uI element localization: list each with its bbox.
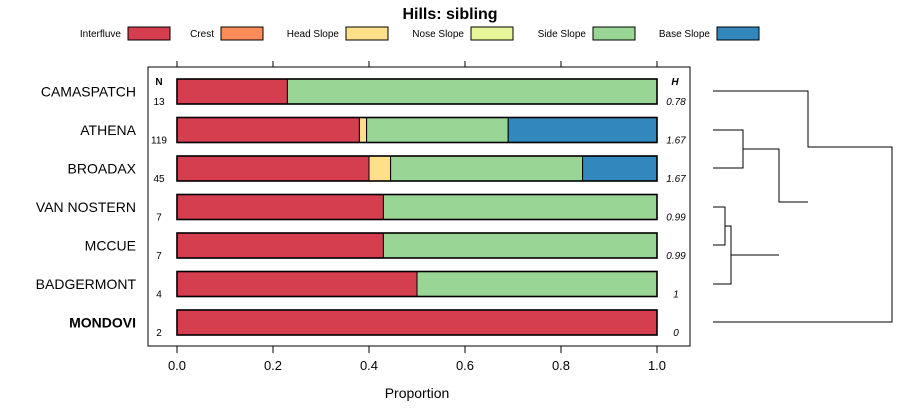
bar-outline [176, 232, 658, 259]
legend-swatch-side-slope [592, 26, 636, 41]
bar-outline [176, 116, 658, 144]
category-label: MONDOVI [69, 315, 136, 331]
x-tick-label: 0.6 [456, 358, 474, 373]
x-tick-label: 1.0 [648, 358, 666, 373]
x-axis-label: Proportion [385, 385, 450, 401]
bar-segment-side-slope [416, 271, 658, 297]
row-mccue: MCCUE 7 0.99 [85, 232, 686, 262]
h-column-header: H [671, 77, 679, 88]
h-value: 0 [673, 328, 679, 339]
legend-label-base-slope: Base Slope [659, 29, 711, 40]
x-tick-label: 0.2 [264, 358, 282, 373]
h-value: 1 [673, 290, 679, 301]
h-value: 0.99 [666, 251, 686, 262]
category-label: BROADAX [68, 161, 137, 177]
bar-outline [176, 155, 658, 182]
bar-segment-side-slope [382, 194, 658, 220]
bar-segment-interfluve [176, 271, 418, 297]
bar-segment-base-slope [507, 117, 658, 143]
bar-outline [176, 193, 658, 221]
bar-segment-interfluve [176, 78, 288, 105]
category-label: CAMASPATCH [41, 84, 136, 100]
x-tick-label: 0.4 [360, 358, 378, 373]
bar-segment-head-slope [368, 155, 392, 182]
chart-title: Hills: sibling [402, 6, 497, 23]
x-tick-label: 0.8 [552, 358, 570, 373]
dendrogram-branch-root [713, 90, 893, 323]
dendrogram-branch-badgermont [713, 225, 732, 285]
bar-rows: CAMASPATCH 13 0.78 ATHENA 119 1.67 BROADAX 45 1.… [36, 78, 686, 339]
row-camaspatch: CAMASPATCH 13 0.78 [41, 78, 686, 108]
h-value: 1.67 [666, 174, 686, 185]
dendrogram-branch-athena-broadax [713, 129, 744, 169]
n-column-header: N [155, 77, 162, 88]
bar-outline [176, 270, 658, 298]
legend-swatch-base-slope [716, 26, 760, 41]
legend-label-nose-slope: Nose Slope [412, 29, 464, 40]
bar-segment-side-slope [382, 232, 658, 259]
bar-segment-head-slope [358, 117, 368, 143]
row-van-nostern: VAN NOSTERN 7 0.99 [36, 193, 686, 224]
category-label: BADGERMONT [36, 276, 137, 292]
n-value: 45 [153, 174, 165, 185]
bar-outline [176, 309, 658, 336]
legend-label-side-slope: Side Slope [538, 29, 587, 40]
x-axis: 0.0 0.2 0.4 0.6 0.8 1.0 [168, 61, 666, 373]
legend-label-crest: Crest [190, 29, 214, 40]
legend: Interfluve Crest Head Slope Nose Slope Side … [80, 26, 760, 41]
legend-swatch-head-slope [345, 26, 389, 41]
bar-segment-interfluve [176, 309, 658, 336]
legend-swatch-nose-slope [470, 26, 514, 41]
row-broadax: BROADAX 45 1.67 [68, 155, 686, 185]
legend-label-interfluve: Interfluve [80, 29, 122, 40]
h-value: 1.67 [666, 136, 686, 147]
bar-segment-base-slope [582, 155, 658, 182]
dendrogram-branch-vannostern-mccue [713, 206, 726, 246]
bar-segment-side-slope [366, 117, 509, 143]
category-label: VAN NOSTERN [36, 199, 136, 215]
n-value: 4 [156, 290, 162, 301]
category-label: ATHENA [80, 122, 136, 138]
legend-swatch-interfluve [127, 26, 171, 41]
bar-segment-interfluve [176, 155, 370, 182]
row-athena: ATHENA 119 1.67 [80, 116, 686, 147]
bar-segment-interfluve [176, 117, 360, 143]
bar-segment-interfluve [176, 194, 384, 220]
bar-segment-side-slope [390, 155, 584, 182]
n-value: 119 [151, 136, 167, 147]
n-value: 13 [153, 97, 165, 108]
n-value: 7 [156, 251, 162, 262]
h-value: 0.99 [666, 213, 686, 224]
legend-label-head-slope: Head Slope [287, 29, 340, 40]
bar-segment-interfluve [176, 232, 384, 259]
bar-segment-side-slope [286, 78, 658, 105]
plot-frame [147, 66, 691, 347]
row-badgermont: BADGERMONT 4 1 [36, 270, 679, 301]
legend-swatch-crest [220, 26, 264, 41]
row-mondovi: MONDOVI 2 0 [69, 309, 679, 339]
h-value: 0.78 [666, 97, 686, 108]
n-value: 2 [156, 328, 162, 339]
dendrogram-branch-upper [743, 148, 808, 203]
x-tick-label: 0.0 [168, 358, 186, 373]
n-value: 7 [156, 213, 162, 224]
bar-outline [176, 78, 658, 105]
dendrogram [713, 90, 893, 323]
category-label: MCCUE [85, 238, 136, 254]
